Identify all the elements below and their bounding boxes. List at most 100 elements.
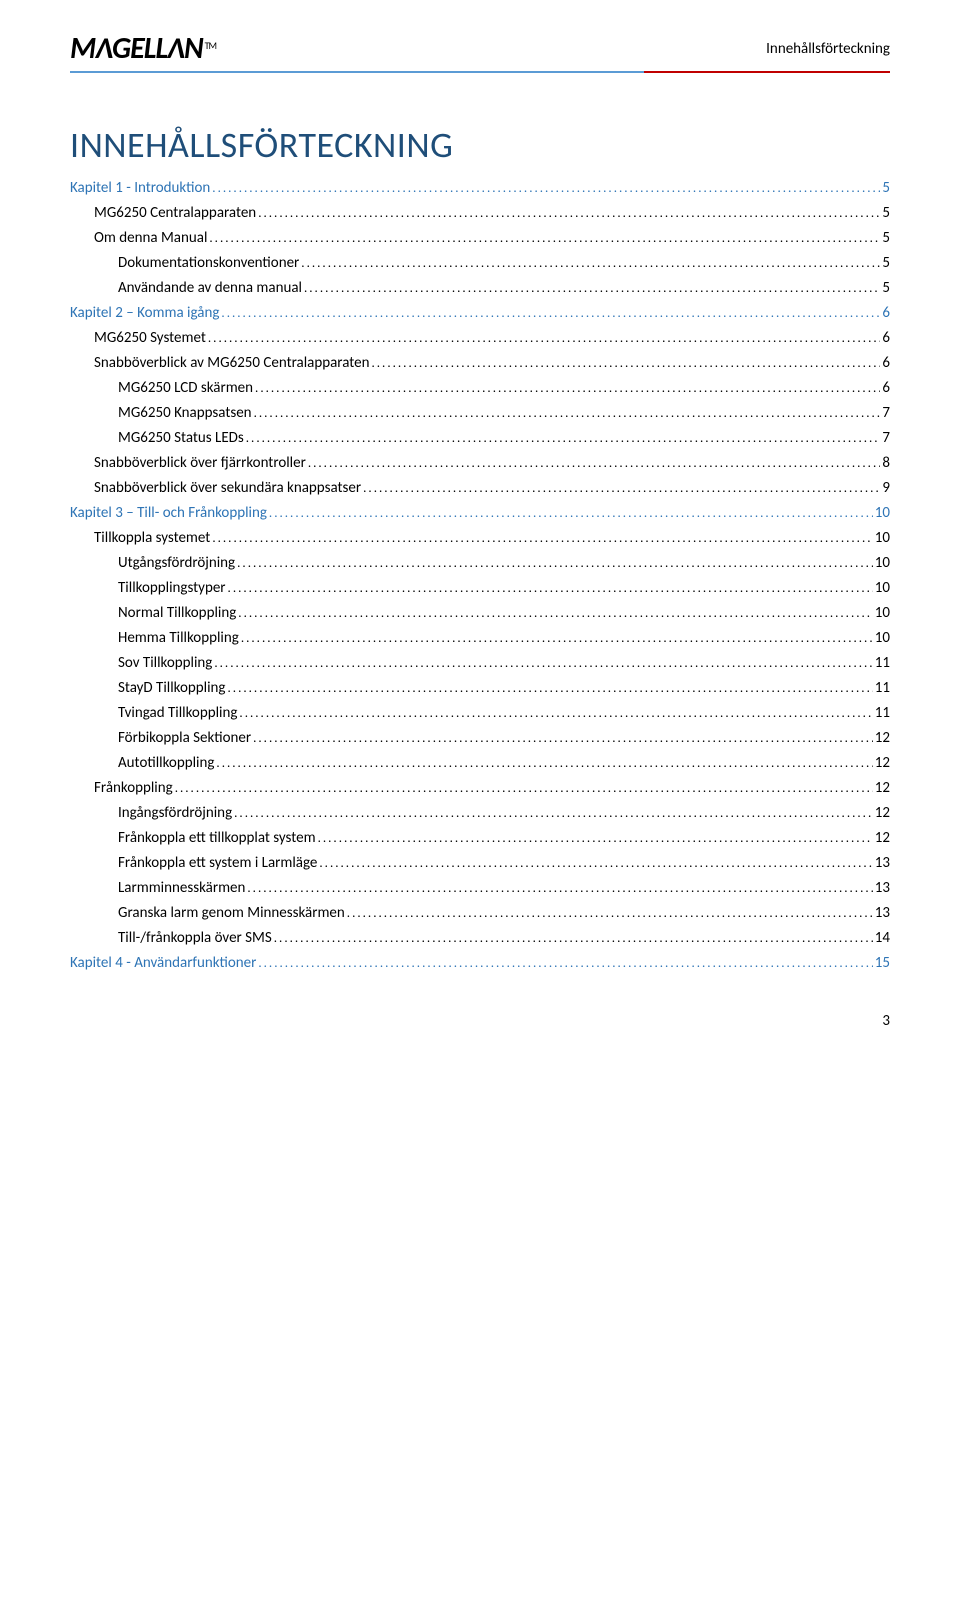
toc-leader-dots — [212, 529, 872, 547]
page-header: MΛGELLΛN TM Innehållsförteckning — [70, 30, 890, 71]
toc-entry-page: 5 — [882, 179, 890, 197]
toc-entry-page: 10 — [875, 554, 890, 572]
toc-entry-label: Frånkoppling — [94, 779, 173, 797]
toc-leader-dots — [175, 779, 873, 797]
toc-row: Frånkoppla ett system i Larmläge13 — [70, 854, 890, 872]
toc-entry-label: Kapitel 2 – Komma igång — [70, 304, 219, 322]
logo-text: MΛGELLΛN — [70, 30, 203, 67]
header-section-label: Innehållsförteckning — [766, 40, 890, 58]
toc-entry-page: 13 — [875, 904, 890, 922]
toc-row: Normal Tillkoppling 10 — [70, 604, 890, 622]
toc-entry-page: 6 — [882, 304, 890, 322]
toc-entry-page: 5 — [882, 229, 890, 247]
toc-leader-dots — [269, 504, 873, 522]
toc-entry-label: MG6250 LCD skärmen — [118, 379, 253, 397]
toc-leader-dots — [258, 204, 880, 222]
toc-row: Dokumentationskonventioner 5 — [70, 254, 890, 272]
toc-entry-page: 10 — [875, 629, 890, 647]
toc-row: StayD Tillkoppling 11 — [70, 679, 890, 697]
toc-entry-page: 5 — [882, 254, 890, 272]
toc-entry-label: Förbikoppla Sektioner — [118, 729, 251, 747]
toc-entry-label: Användande av denna manual — [118, 279, 302, 297]
toc-entry-label: Snabböverblick över fjärrkontroller — [94, 454, 306, 472]
toc-row: Användande av denna manual5 — [70, 279, 890, 297]
toc-entry-page: 12 — [875, 729, 890, 747]
toc-row: Till-/frånkoppla över SMS14 — [70, 929, 890, 947]
toc-entry-label: Larmminnesskärmen — [118, 879, 245, 897]
toc-row: Kapitel 4 - Användarfunktioner15 — [70, 954, 890, 972]
toc-row: Tillkopplingstyper10 — [70, 579, 890, 597]
toc-entry-label: Granska larm genom Minnesskärmen — [118, 904, 345, 922]
toc-leader-dots — [274, 929, 873, 947]
toc-entry-page: 10 — [875, 604, 890, 622]
toc-entry-label: Tillkopplingstyper — [118, 579, 226, 597]
toc-entry-page: 6 — [882, 329, 890, 347]
toc-entry-label: Snabböverblick över sekundära knappsatse… — [94, 479, 361, 497]
toc-entry-page: 6 — [882, 379, 890, 397]
toc-leader-dots — [208, 329, 881, 347]
toc-entry-page: 7 — [882, 429, 890, 447]
toc-row: Larmminnesskärmen 13 — [70, 879, 890, 897]
toc-row: Autotillkoppling12 — [70, 754, 890, 772]
toc-row: Utgångsfördröjning 10 — [70, 554, 890, 572]
toc-entry-page: 12 — [875, 779, 890, 797]
toc-row: Kapitel 1 - Introduktion5 — [70, 179, 890, 197]
toc-entry-label: Normal Tillkoppling — [118, 604, 236, 622]
toc-leader-dots — [247, 879, 872, 897]
toc-row: Hemma Tillkoppling10 — [70, 629, 890, 647]
toc-entry-label: Ingångsfördröjning — [118, 804, 232, 822]
header-divider — [70, 71, 890, 73]
toc-entry-label: Utgångsfördröjning — [118, 554, 235, 572]
toc-entry-page: 15 — [875, 954, 890, 972]
toc-leader-dots — [371, 354, 880, 372]
page-number: 3 — [70, 1012, 890, 1030]
brand-logo: MΛGELLΛN TM — [70, 30, 216, 67]
toc-entry-page: 8 — [882, 454, 890, 472]
toc-row: Tillkoppla systemet10 — [70, 529, 890, 547]
toc-leader-dots — [319, 854, 872, 872]
toc-leader-dots — [254, 404, 881, 422]
toc-entry-label: Frånkoppla ett system i Larmläge — [118, 854, 317, 872]
toc-row: MG6250 Status LEDs 7 — [70, 429, 890, 447]
toc-row: MG6250 LCD skärmen 6 — [70, 379, 890, 397]
toc-leader-dots — [212, 179, 880, 197]
toc-leader-dots — [246, 429, 881, 447]
toc-leader-dots — [301, 254, 880, 272]
toc-row: MG6250 Knappsatsen7 — [70, 404, 890, 422]
toc-row: Tvingad Tillkoppling11 — [70, 704, 890, 722]
toc-row: Snabböverblick av MG6250 Centralapparate… — [70, 354, 890, 372]
toc-entry-label: Kapitel 3 – Till- och Frånkoppling — [70, 504, 267, 522]
toc-leader-dots — [214, 654, 872, 672]
toc-entry-page: 10 — [875, 504, 890, 522]
toc-row: MG6250 Centralapparaten 5 — [70, 204, 890, 222]
toc-entry-label: MG6250 Knappsatsen — [118, 404, 252, 422]
toc-row: Frånkoppla ett tillkopplat system12 — [70, 829, 890, 847]
toc-leader-dots — [241, 629, 873, 647]
toc-leader-dots — [258, 954, 872, 972]
toc-row: Snabböverblick över fjärrkontroller 8 — [70, 454, 890, 472]
toc-row: Om denna Manual5 — [70, 229, 890, 247]
toc-entry-page: 5 — [882, 204, 890, 222]
toc-leader-dots — [363, 479, 880, 497]
toc-entry-page: 11 — [875, 679, 890, 697]
toc-row: Kapitel 2 – Komma igång 6 — [70, 304, 890, 322]
toc-entry-label: Till-/frånkoppla över SMS — [118, 929, 272, 947]
toc-leader-dots — [239, 704, 872, 722]
toc-row: Granska larm genom Minnesskärmen 13 — [70, 904, 890, 922]
toc-entry-label: MG6250 Centralapparaten — [94, 204, 256, 222]
toc-leader-dots — [308, 454, 881, 472]
toc-leader-dots — [216, 754, 872, 772]
toc-leader-dots — [318, 829, 873, 847]
toc-row: Sov Tillkoppling11 — [70, 654, 890, 672]
page-title: INNEHÅLLSFÖRTECKNING — [70, 123, 890, 167]
toc-entry-page: 6 — [882, 354, 890, 372]
toc-entry-page: 13 — [875, 879, 890, 897]
toc-entry-page: 12 — [875, 804, 890, 822]
toc-leader-dots — [253, 729, 873, 747]
toc-entry-page: 12 — [875, 829, 890, 847]
toc-entry-label: Dokumentationskonventioner — [118, 254, 299, 272]
toc-leader-dots — [255, 379, 880, 397]
toc-row: Kapitel 3 – Till- och Frånkoppling 10 — [70, 504, 890, 522]
toc-entry-label: StayD Tillkoppling — [118, 679, 226, 697]
toc-entry-label: MG6250 Status LEDs — [118, 429, 244, 447]
